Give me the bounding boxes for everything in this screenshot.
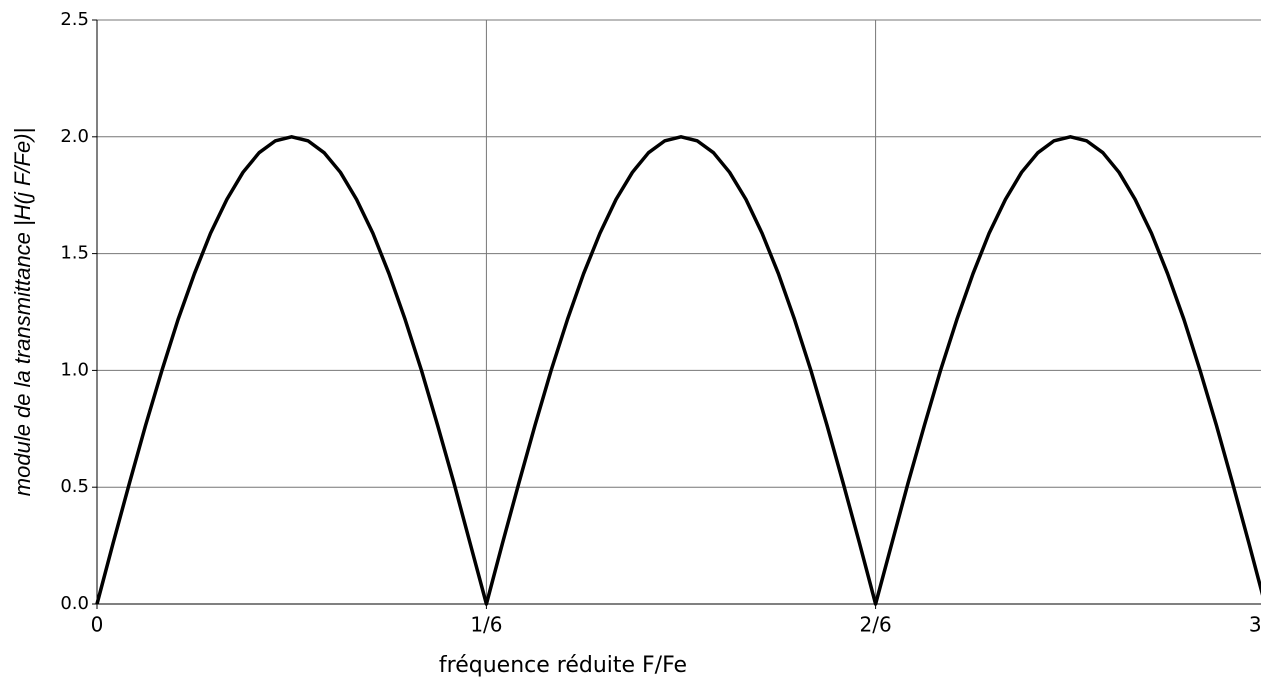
- y-tick-label: 1.0: [60, 359, 89, 380]
- line-series: [95, 135, 1261, 606]
- y-tick-label: 0.0: [60, 593, 89, 614]
- x-tick-label: 1/6: [470, 613, 502, 637]
- x-tick-label: 2/6: [859, 613, 891, 637]
- y-tick-label: 2.5: [60, 9, 89, 30]
- y-axis-label: module de la transmittance |H(j F/Fe)|: [10, 128, 35, 496]
- y-tick-label: 2.0: [60, 126, 89, 147]
- y-tick-label: 0.5: [60, 476, 89, 497]
- x-axis-label: fréquence réduite F/Fe: [439, 653, 687, 678]
- y-tick-label: 1.5: [60, 243, 89, 264]
- x-tick-label: 0: [91, 613, 104, 637]
- x-tick-label: 3/6: [1249, 613, 1261, 637]
